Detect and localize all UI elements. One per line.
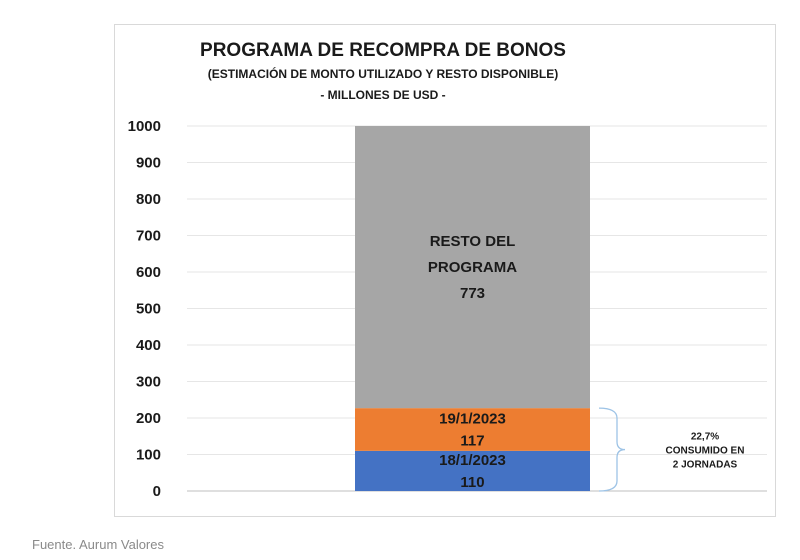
y-tick-label: 100 bbox=[136, 447, 161, 464]
segment-name-label: 18/1/2023 bbox=[439, 452, 506, 469]
y-tick-label: 200 bbox=[136, 410, 161, 427]
y-tick-label: 800 bbox=[136, 191, 161, 208]
chart-svg: PROGRAMA DE RECOMPRA DE BONOS (ESTIMACIÓ… bbox=[128, 40, 767, 500]
annotation-line: CONSUMIDO EN bbox=[666, 446, 745, 457]
segment-value-label: 110 bbox=[460, 474, 484, 491]
bar-segment bbox=[355, 126, 590, 409]
y-tick-label: 600 bbox=[136, 264, 161, 281]
y-tick-label: 500 bbox=[136, 301, 161, 318]
segment-value-label: 117 bbox=[460, 432, 484, 449]
bar-segment bbox=[355, 408, 590, 451]
segment-name-label: PROGRAMA bbox=[428, 259, 517, 276]
y-tick-label: 0 bbox=[153, 483, 161, 500]
y-tick-label: 900 bbox=[136, 155, 161, 172]
bar-segment bbox=[355, 450, 590, 491]
y-tick-label: 700 bbox=[136, 228, 161, 245]
segment-name-label: 19/1/2023 bbox=[439, 410, 506, 427]
segment-name-label: RESTO DEL bbox=[430, 233, 516, 250]
y-tick-label: 400 bbox=[136, 337, 161, 354]
y-axis-ticks: 0 100 200 300 400 500 600 700 800 900 1000 bbox=[128, 118, 161, 500]
annotation-brace bbox=[598, 407, 626, 492]
annotation-line: 22,7% bbox=[691, 432, 719, 443]
segment-value-label: 773 bbox=[460, 285, 485, 302]
chart-frame: PROGRAMA DE RECOMPRA DE BONOS (ESTIMACIÓ… bbox=[114, 24, 776, 517]
chart-subtitle: (ESTIMACIÓN DE MONTO UTILIZADO Y RESTO D… bbox=[208, 66, 558, 81]
chart-title: PROGRAMA DE RECOMPRA DE BONOS bbox=[200, 40, 566, 61]
y-tick-label: 1000 bbox=[128, 118, 161, 135]
annotation-line: 2 JORNADAS bbox=[673, 460, 738, 471]
chart-units: - MILLONES DE USD - bbox=[320, 88, 445, 102]
annotation: 22,7% CONSUMIDO EN 2 JORNADAS bbox=[666, 432, 745, 471]
source-note: Fuente. Aurum Valores bbox=[32, 537, 164, 552]
y-tick-label: 300 bbox=[136, 374, 161, 391]
stacked-bar bbox=[355, 126, 590, 491]
segment-labels: 18/1/2023 110 19/1/2023 117 RESTO DEL PROGRAM… bbox=[428, 233, 517, 491]
